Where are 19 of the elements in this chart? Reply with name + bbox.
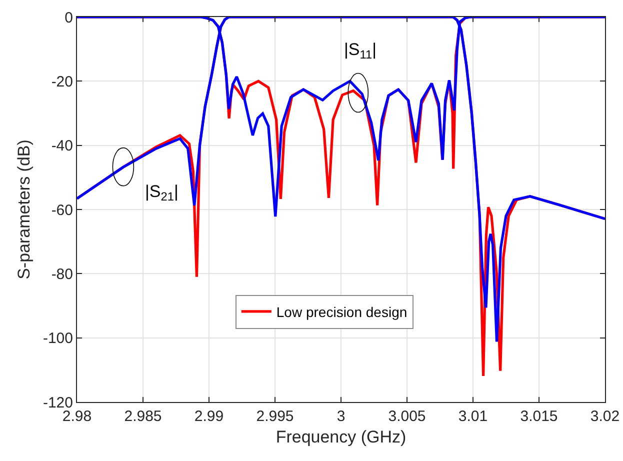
x-tick-label: 3.005 bbox=[388, 408, 426, 425]
y-tick-label: -20 bbox=[51, 73, 73, 90]
x-tick-label: 2.985 bbox=[124, 408, 162, 425]
x-tick-label: 2.99 bbox=[194, 408, 224, 425]
y-axis-title: S-parameters (dB) bbox=[14, 140, 34, 280]
x-tick-label: 3.02 bbox=[590, 408, 620, 425]
x-tick-label: 3 bbox=[336, 408, 346, 425]
y-tick-label: -60 bbox=[51, 202, 73, 219]
x-tick-label: 2.995 bbox=[256, 408, 294, 425]
annotation: |S$_{21}$| bbox=[145, 182, 178, 204]
y-tick-label: -40 bbox=[51, 138, 73, 155]
y-tick-label: -100 bbox=[42, 330, 73, 348]
y-tick-label: 0 bbox=[64, 9, 73, 26]
legend-label: Low precision design bbox=[276, 304, 408, 320]
x-axis-title: Frequency (GHz) bbox=[276, 427, 406, 446]
annotation: |S$_{11}$| bbox=[344, 40, 377, 62]
x-tick-label: 3.01 bbox=[458, 408, 488, 425]
x-tick-label: 3.015 bbox=[520, 408, 558, 425]
y-tick-label: -80 bbox=[51, 266, 73, 283]
